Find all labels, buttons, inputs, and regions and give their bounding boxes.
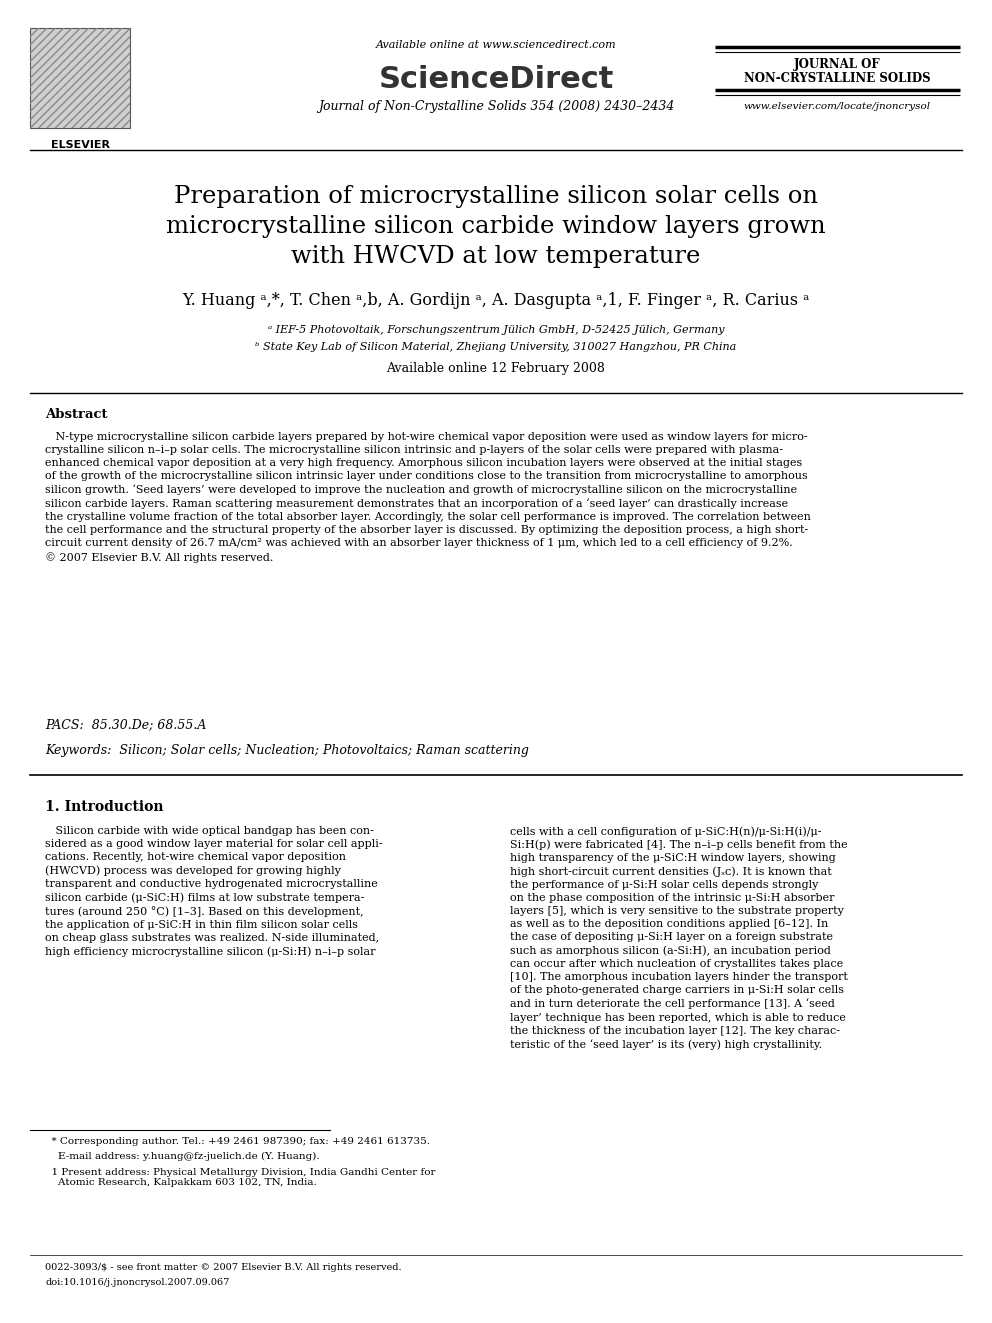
- Text: Abstract: Abstract: [45, 407, 107, 421]
- Bar: [30, 28, 130, 128]
- Text: 1. Introduction: 1. Introduction: [45, 800, 164, 814]
- Text: ᵃ IEF-5 Photovoltaik, Forschungszentrum Jülich GmbH, D-52425 Jülich, Germany: ᵃ IEF-5 Photovoltaik, Forschungszentrum …: [268, 325, 724, 335]
- Text: PACS:  85.30.De; 68.55.A: PACS: 85.30.De; 68.55.A: [45, 718, 206, 732]
- Text: doi:10.1016/j.jnoncrysol.2007.09.067: doi:10.1016/j.jnoncrysol.2007.09.067: [45, 1278, 229, 1287]
- Text: * Corresponding author. Tel.: +49 2461 987390; fax: +49 2461 613735.: * Corresponding author. Tel.: +49 2461 9…: [45, 1136, 430, 1146]
- Text: microcrystalline silicon carbide window layers grown: microcrystalline silicon carbide window …: [167, 216, 825, 238]
- Text: ELSEVIER: ELSEVIER: [51, 140, 109, 149]
- Text: JOURNAL OF: JOURNAL OF: [794, 58, 880, 71]
- Text: 1 Present address: Physical Metallurgy Division, India Gandhi Center for
    Ato: 1 Present address: Physical Metallurgy D…: [45, 1168, 435, 1188]
- Text: Y. Huang ᵃ,*, T. Chen ᵃ,b, A. Gordijn ᵃ, A. Dasgupta ᵃ,1, F. Finger ᵃ, R. Carius: Y. Huang ᵃ,*, T. Chen ᵃ,b, A. Gordijn ᵃ,…: [183, 292, 809, 310]
- Text: Silicon carbide with wide optical bandgap has been con-
sidered as a good window: Silicon carbide with wide optical bandga…: [45, 826, 383, 957]
- Bar: [30, 28, 130, 128]
- Text: Keywords:  Silicon; Solar cells; Nucleation; Photovoltaics; Raman scattering: Keywords: Silicon; Solar cells; Nucleati…: [45, 744, 529, 757]
- Text: Available online at www.sciencedirect.com: Available online at www.sciencedirect.co…: [376, 40, 616, 50]
- Text: www.elsevier.com/locate/jnoncrysol: www.elsevier.com/locate/jnoncrysol: [743, 102, 930, 111]
- Text: N-type microcrystalline silicon carbide layers prepared by hot-wire chemical vap: N-type microcrystalline silicon carbide …: [45, 433, 810, 562]
- Text: E-mail address: y.huang@fz-juelich.de (Y. Huang).: E-mail address: y.huang@fz-juelich.de (Y…: [45, 1152, 319, 1162]
- Text: cells with a cell configuration of μ-SiC:H(n)/μ-Si:H(i)/μ-
Si:H(p) were fabricat: cells with a cell configuration of μ-SiC…: [510, 826, 848, 1049]
- Text: ScienceDirect: ScienceDirect: [378, 65, 614, 94]
- Text: Preparation of microcrystalline silicon solar cells on: Preparation of microcrystalline silicon …: [174, 185, 818, 208]
- Text: with HWCVD at low temperature: with HWCVD at low temperature: [292, 245, 700, 269]
- Text: ᵇ State Key Lab of Silicon Material, Zhejiang University, 310027 Hangzhou, PR Ch: ᵇ State Key Lab of Silicon Material, Zhe…: [255, 343, 737, 352]
- Text: Available online 12 February 2008: Available online 12 February 2008: [387, 363, 605, 374]
- Text: 0022-3093/$ - see front matter © 2007 Elsevier B.V. All rights reserved.: 0022-3093/$ - see front matter © 2007 El…: [45, 1263, 402, 1271]
- Text: NON-CRYSTALLINE SOLIDS: NON-CRYSTALLINE SOLIDS: [744, 71, 930, 85]
- Text: Journal of Non-Crystalline Solids 354 (2008) 2430–2434: Journal of Non-Crystalline Solids 354 (2…: [317, 101, 675, 112]
